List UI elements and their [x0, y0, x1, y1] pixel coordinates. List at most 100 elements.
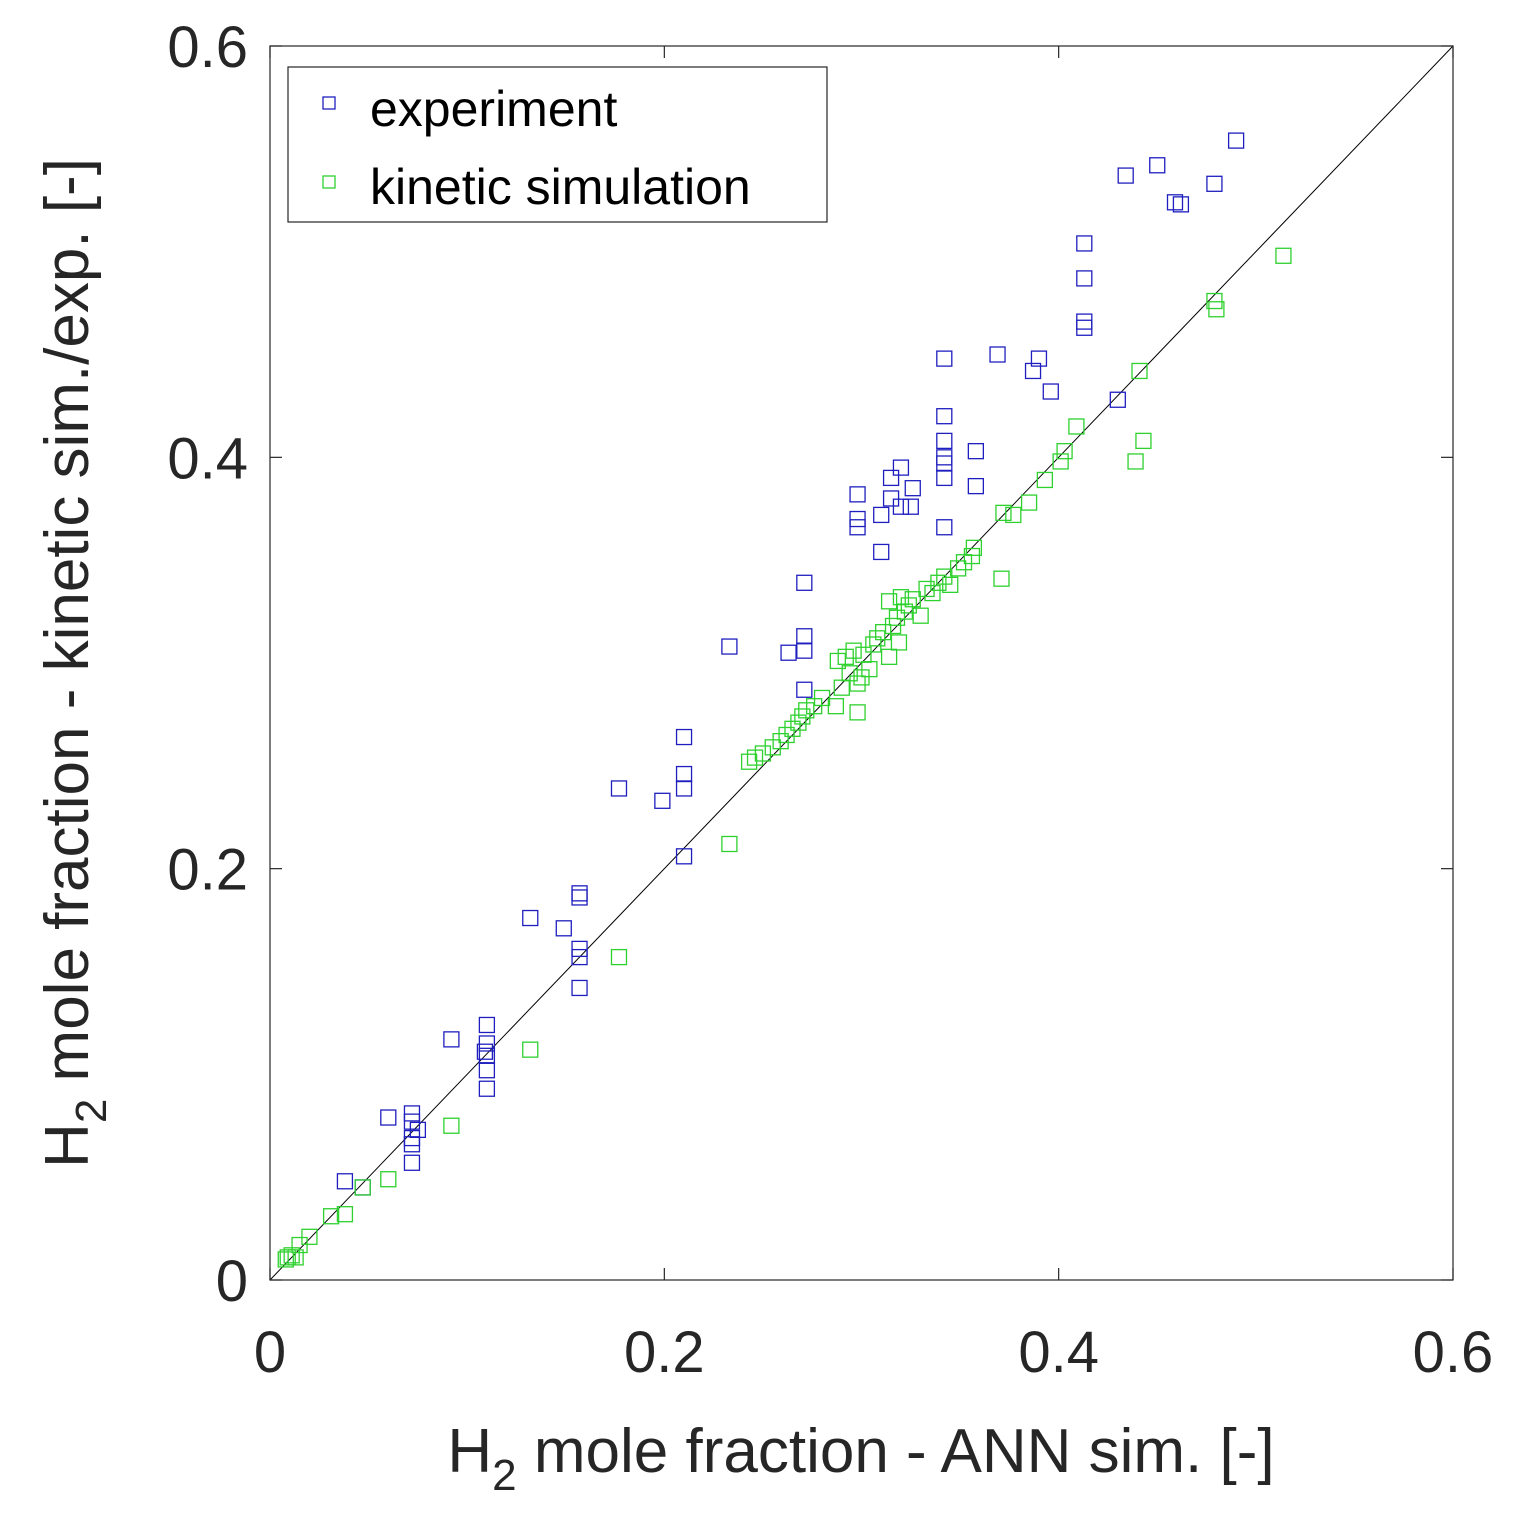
data-point-experiment	[936, 432, 953, 450]
data-point-experiment	[967, 477, 985, 495]
data-point-experiment	[780, 644, 797, 661]
y-tick-label: 0	[216, 1249, 248, 1314]
data-point-experiment	[610, 780, 628, 797]
data-point-experiment	[796, 642, 813, 659]
data-point-kinetic-simulation	[1208, 301, 1225, 318]
data-point-experiment	[1076, 319, 1093, 336]
data-point-experiment	[571, 889, 588, 906]
data-point-kinetic-simulation	[904, 591, 921, 608]
data-point-experiment	[873, 543, 890, 561]
data-point-experiment	[443, 1031, 460, 1048]
y-axis-label-rest: mole fraction - kinetic sim./exp. [-]	[33, 158, 102, 1099]
data-point-kinetic-simulation	[277, 1251, 294, 1268]
data-point-experiment	[571, 979, 588, 997]
data-point-experiment	[380, 1109, 397, 1126]
data-point-experiment	[1227, 132, 1245, 149]
data-point-experiment	[403, 1113, 421, 1130]
data-point-kinetic-simulation	[884, 617, 902, 635]
data-point-experiment	[336, 1173, 354, 1190]
series-experiment	[336, 132, 1245, 1196]
data-point-experiment	[849, 519, 866, 536]
y-tick-labels: 0 0.2 0.4 0.6	[167, 15, 248, 1314]
x-axis-label: H2 mole fraction - ANN sim. [-]	[447, 1417, 1274, 1500]
data-point-kinetic-simulation	[965, 539, 983, 556]
data-point-kinetic-simulation	[949, 560, 967, 577]
x-axis-label-prefix: H	[447, 1417, 492, 1486]
data-point-kinetic-simulation	[936, 568, 953, 585]
data-point-experiment	[936, 408, 953, 425]
axes-box	[269, 45, 1454, 1281]
legend-label-experiment: experiment	[370, 81, 617, 137]
data-point-kinetic-simulation	[610, 948, 628, 966]
data-point-experiment	[989, 346, 1006, 363]
data-point-kinetic-simulation	[1005, 506, 1022, 524]
data-point-experiment	[849, 486, 866, 503]
x-tick-label: 0	[254, 1320, 286, 1385]
data-point-experiment	[478, 1016, 496, 1034]
data-point-kinetic-simulation	[794, 708, 811, 725]
data-point-experiment	[849, 510, 866, 528]
data-point-kinetic-simulation	[380, 1171, 397, 1188]
data-point-experiment	[409, 1121, 427, 1139]
data-point-kinetic-simulation	[912, 607, 929, 624]
data-point-experiment	[476, 1043, 494, 1060]
data-point-kinetic-simulation	[813, 689, 831, 707]
data-point-experiment	[892, 498, 910, 515]
data-point-experiment	[1149, 157, 1166, 174]
data-point-kinetic-simulation	[880, 648, 898, 665]
y-tick-label: 0.4	[167, 426, 248, 491]
data-point-experiment	[403, 1105, 421, 1122]
data-point-experiment	[675, 728, 693, 746]
data-point-kinetic-simulation	[918, 580, 935, 598]
data-point-kinetic-simulation	[880, 593, 898, 610]
x-axis-label-rest: mole fraction - ANN sim. [-]	[517, 1417, 1275, 1486]
data-points-layer	[277, 132, 1292, 1268]
x-tick-labels: 0 0.2 0.4 0.6	[254, 1320, 1493, 1385]
data-point-experiment	[873, 506, 890, 524]
data-point-kinetic-simulation	[890, 634, 908, 651]
data-point-kinetic-simulation	[845, 642, 862, 659]
data-point-experiment	[904, 480, 921, 497]
data-point-kinetic-simulation	[1020, 494, 1038, 511]
data-point-kinetic-simulation	[942, 576, 959, 593]
data-point-experiment	[967, 443, 985, 460]
x-tick-label: 0.4	[1018, 1320, 1099, 1385]
data-point-experiment	[403, 1154, 421, 1171]
data-point-experiment	[1030, 350, 1048, 367]
data-point-experiment	[936, 519, 953, 536]
data-point-experiment	[882, 469, 900, 487]
data-point-kinetic-simulation	[875, 624, 892, 641]
y-tick-label: 0.6	[167, 15, 248, 80]
data-point-kinetic-simulation	[849, 675, 866, 692]
data-point-kinetic-simulation	[1127, 453, 1144, 470]
data-point-kinetic-simulation	[1131, 362, 1148, 380]
data-point-experiment	[654, 792, 671, 809]
data-point-experiment	[936, 469, 953, 487]
data-point-kinetic-simulation	[301, 1228, 318, 1245]
data-point-experiment	[796, 681, 813, 698]
data-point-experiment	[892, 459, 910, 476]
data-point-kinetic-simulation	[443, 1117, 460, 1134]
data-point-kinetic-simulation	[827, 698, 845, 715]
data-point-experiment	[478, 1062, 496, 1079]
data-point-experiment	[1109, 391, 1126, 408]
data-point-experiment	[1042, 383, 1059, 400]
data-point-experiment	[796, 574, 813, 591]
data-point-experiment	[571, 940, 588, 958]
data-point-experiment	[882, 490, 900, 507]
series-kinetic-simulation	[277, 247, 1292, 1268]
data-point-kinetic-simulation	[291, 1236, 308, 1254]
data-point-kinetic-simulation	[1275, 247, 1292, 264]
data-point-kinetic-simulation	[784, 720, 801, 737]
data-point-experiment	[902, 498, 919, 515]
tick-marks-layer	[269, 45, 1454, 1281]
data-point-experiment	[936, 350, 953, 367]
data-point-kinetic-simulation	[522, 1041, 539, 1058]
x-axis-label-subscript: 2	[492, 1451, 516, 1500]
data-point-kinetic-simulation	[849, 704, 866, 721]
data-point-experiment	[675, 848, 693, 865]
data-point-kinetic-simulation	[993, 570, 1010, 587]
data-point-kinetic-simulation	[336, 1206, 354, 1223]
data-point-experiment	[1024, 362, 1042, 380]
data-point-kinetic-simulation	[865, 636, 882, 653]
